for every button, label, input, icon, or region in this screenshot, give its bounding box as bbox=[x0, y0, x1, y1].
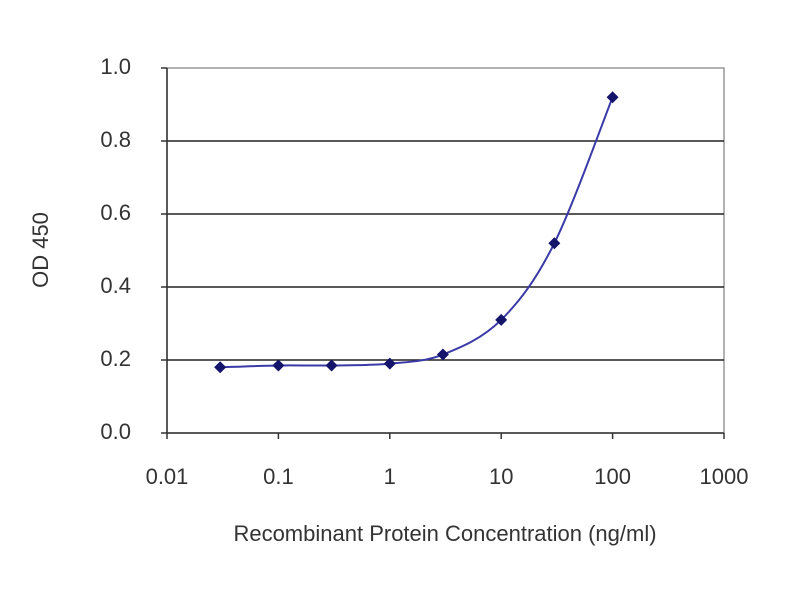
y-axis-label: OD 450 bbox=[28, 212, 53, 288]
x-tick-label: 100 bbox=[594, 464, 631, 489]
x-tick-label: 0.1 bbox=[263, 464, 294, 489]
x-tick-label: 10 bbox=[489, 464, 513, 489]
y-tick-label: 0.2 bbox=[100, 346, 131, 371]
y-tick-label: 0.4 bbox=[100, 273, 131, 298]
y-tick-label: 0.8 bbox=[100, 127, 131, 152]
x-tick-label: 1 bbox=[384, 464, 396, 489]
data-point bbox=[606, 91, 619, 104]
data-point bbox=[325, 359, 338, 372]
y-tick-label: 0.6 bbox=[100, 200, 131, 225]
y-tick-label: 1.0 bbox=[100, 54, 131, 79]
x-tick-label: 1000 bbox=[700, 464, 749, 489]
plot-area bbox=[166, 67, 725, 434]
data-point bbox=[272, 359, 285, 372]
data-point bbox=[214, 361, 227, 374]
data-point bbox=[383, 357, 396, 370]
x-tick-label: 0.01 bbox=[146, 464, 189, 489]
data-point bbox=[495, 313, 508, 326]
y-tick-label: 0.0 bbox=[100, 419, 131, 444]
data-point bbox=[548, 237, 561, 250]
data-point bbox=[436, 348, 449, 361]
fit-curve bbox=[220, 96, 614, 369]
x-axis-label: Recombinant Protein Concentration (ng/ml… bbox=[233, 521, 656, 546]
